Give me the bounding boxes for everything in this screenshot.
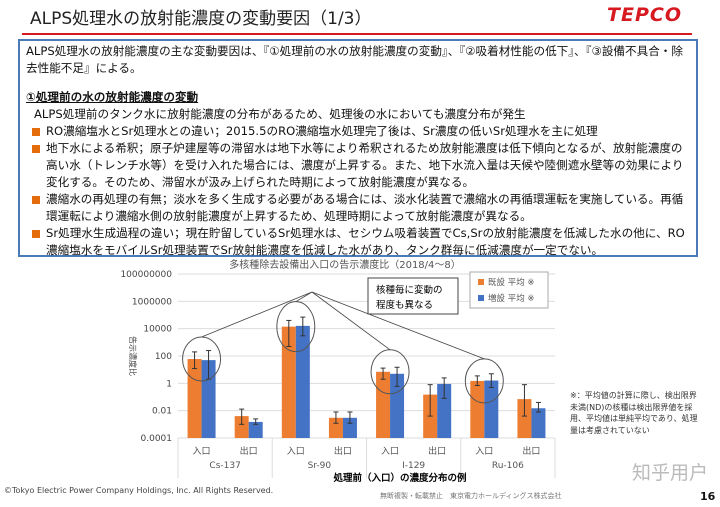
x-tick-label: 入口 — [193, 446, 211, 457]
callout-line — [311, 291, 485, 360]
bullet-item: RO濃縮塩水とSr処理水との違い；2015.5のRO濃縮塩水処理完了後は、Sr濃… — [26, 123, 690, 140]
summary-box: ALPS処理水の放射能濃度の主な変動要因は、『①処理前の水の放射能濃度の変動』、… — [18, 39, 698, 257]
bar — [484, 380, 499, 438]
group-label: I-129 — [402, 461, 425, 471]
x-tick-label: 入口 — [475, 446, 493, 457]
legend-label: 既設 平均 ※ — [488, 277, 535, 288]
bullet-item: Sr処理水生成過程の違い；現在貯留しているSr処理水は、セシウム吸着装置でCs,… — [26, 225, 690, 259]
y-tick-label: 0.0001 — [141, 434, 173, 444]
chart-title: 多核種除去設備出入口の告示濃度比（2018/4～8） — [229, 258, 461, 271]
callout-box — [367, 277, 459, 315]
group-label: Cs-137 — [209, 461, 240, 471]
bar — [531, 408, 546, 438]
y-tick-label: 1000000 — [132, 297, 172, 307]
bar — [328, 417, 343, 438]
tepco-logo: TEPCO — [607, 4, 682, 26]
x-tick-label: 入口 — [287, 446, 305, 457]
y-tick-label: 0.01 — [152, 407, 172, 417]
bar — [517, 399, 532, 438]
x-tick-label: 入口 — [381, 446, 399, 457]
watermark: 知乎用户 — [632, 462, 709, 484]
callout-line — [311, 291, 391, 351]
bar — [248, 421, 263, 438]
y-tick-label: 100 — [155, 352, 172, 362]
y-tick-label: 1 — [166, 379, 172, 389]
x-tick-label: 出口 — [428, 445, 446, 457]
callout-text: 程度も異なる — [376, 299, 433, 311]
y-tick-label: 10000 — [143, 325, 172, 335]
bar — [470, 380, 485, 438]
bar — [201, 360, 216, 438]
x-tick-label: 出口 — [334, 445, 352, 457]
slide-title: ALPS処理水の放射能濃度の変動要因（1/3） — [30, 9, 372, 29]
footer-sub: 無断複製・転載禁止 東京電力ホールディングス株式会社 — [380, 492, 562, 500]
y-axis-label: 告示濃度比 — [128, 336, 138, 376]
group-label: Sr-90 — [308, 461, 332, 471]
callout-line — [201, 291, 313, 338]
group-label: Ru-106 — [492, 461, 524, 471]
callout-line — [295, 291, 313, 303]
bar — [295, 325, 310, 438]
x-tick-label: 出口 — [240, 445, 258, 457]
legend-swatch — [478, 279, 484, 285]
bar — [281, 326, 296, 438]
bar — [376, 371, 391, 438]
bar — [234, 416, 249, 438]
callout-text: 核種毎に変動の — [376, 284, 443, 296]
x-tick-label: 出口 — [522, 445, 540, 457]
bullet-item: 地下水による希釈；原子炉建屋等の滞留水は地下水等により希釈されるため放射能濃度は… — [26, 140, 690, 191]
legend — [469, 271, 549, 309]
y-tick-label: 100000000 — [120, 270, 172, 280]
bullet-item: 濃縮水の再処理の有無；淡水を多く生成する必要がある場合には、淡水化装置で濃縮水の… — [26, 191, 690, 225]
bar — [187, 359, 202, 438]
legend-label: 増設 平均 ※ — [488, 293, 535, 304]
lead-text: ALPS処理前のタンク水に放射能濃度の分布があるため、処理後の水においても濃度分… — [34, 107, 526, 121]
copyright: ©Tokyo Electric Power Company Holdings, … — [4, 486, 274, 495]
footnote: ※：平均値の計算に際し、検出限界未満(ND)の核種は検出限界値を採用、平均値は単… — [570, 391, 698, 435]
section-heading: ①処理前の水の放射能濃度の変動 — [26, 90, 199, 104]
page-number: 16 — [700, 490, 716, 503]
intro-text: ALPS処理水の放射能濃度の主な変動要因は、『①処理前の水の放射能濃度の変動』、… — [26, 44, 683, 75]
title-divider — [22, 33, 692, 35]
bar — [437, 383, 452, 438]
bar — [342, 417, 357, 438]
chart-caption: 処理前（入口）の濃度分布の例 — [332, 472, 466, 484]
legend-swatch — [478, 295, 484, 301]
